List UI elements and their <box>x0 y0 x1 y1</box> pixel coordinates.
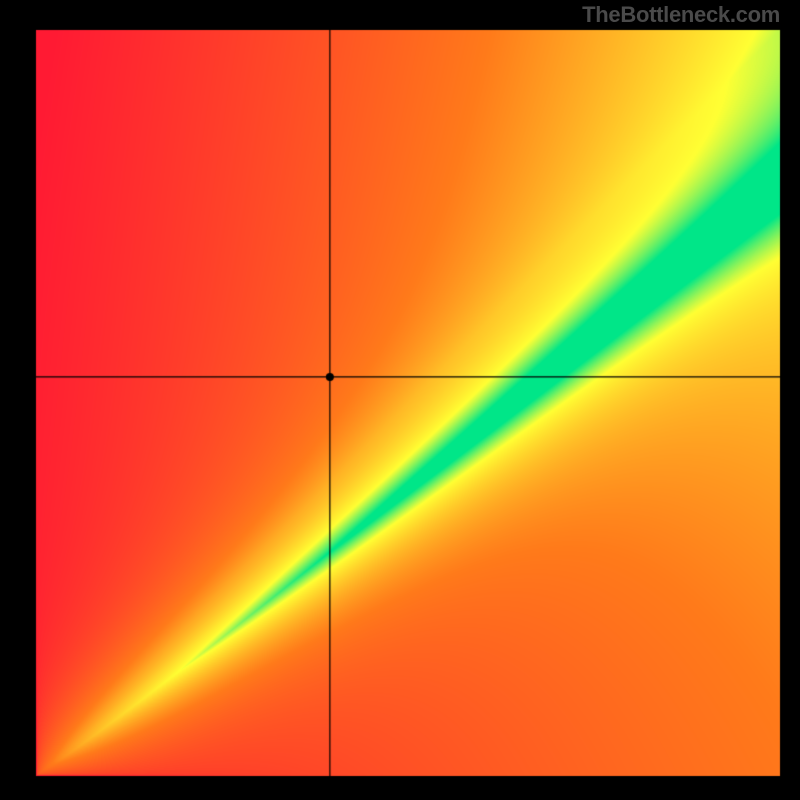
watermark-label: TheBottleneck.com <box>582 2 780 28</box>
chart-container: TheBottleneck.com <box>0 0 800 800</box>
bottleneck-heatmap-canvas <box>0 0 800 800</box>
